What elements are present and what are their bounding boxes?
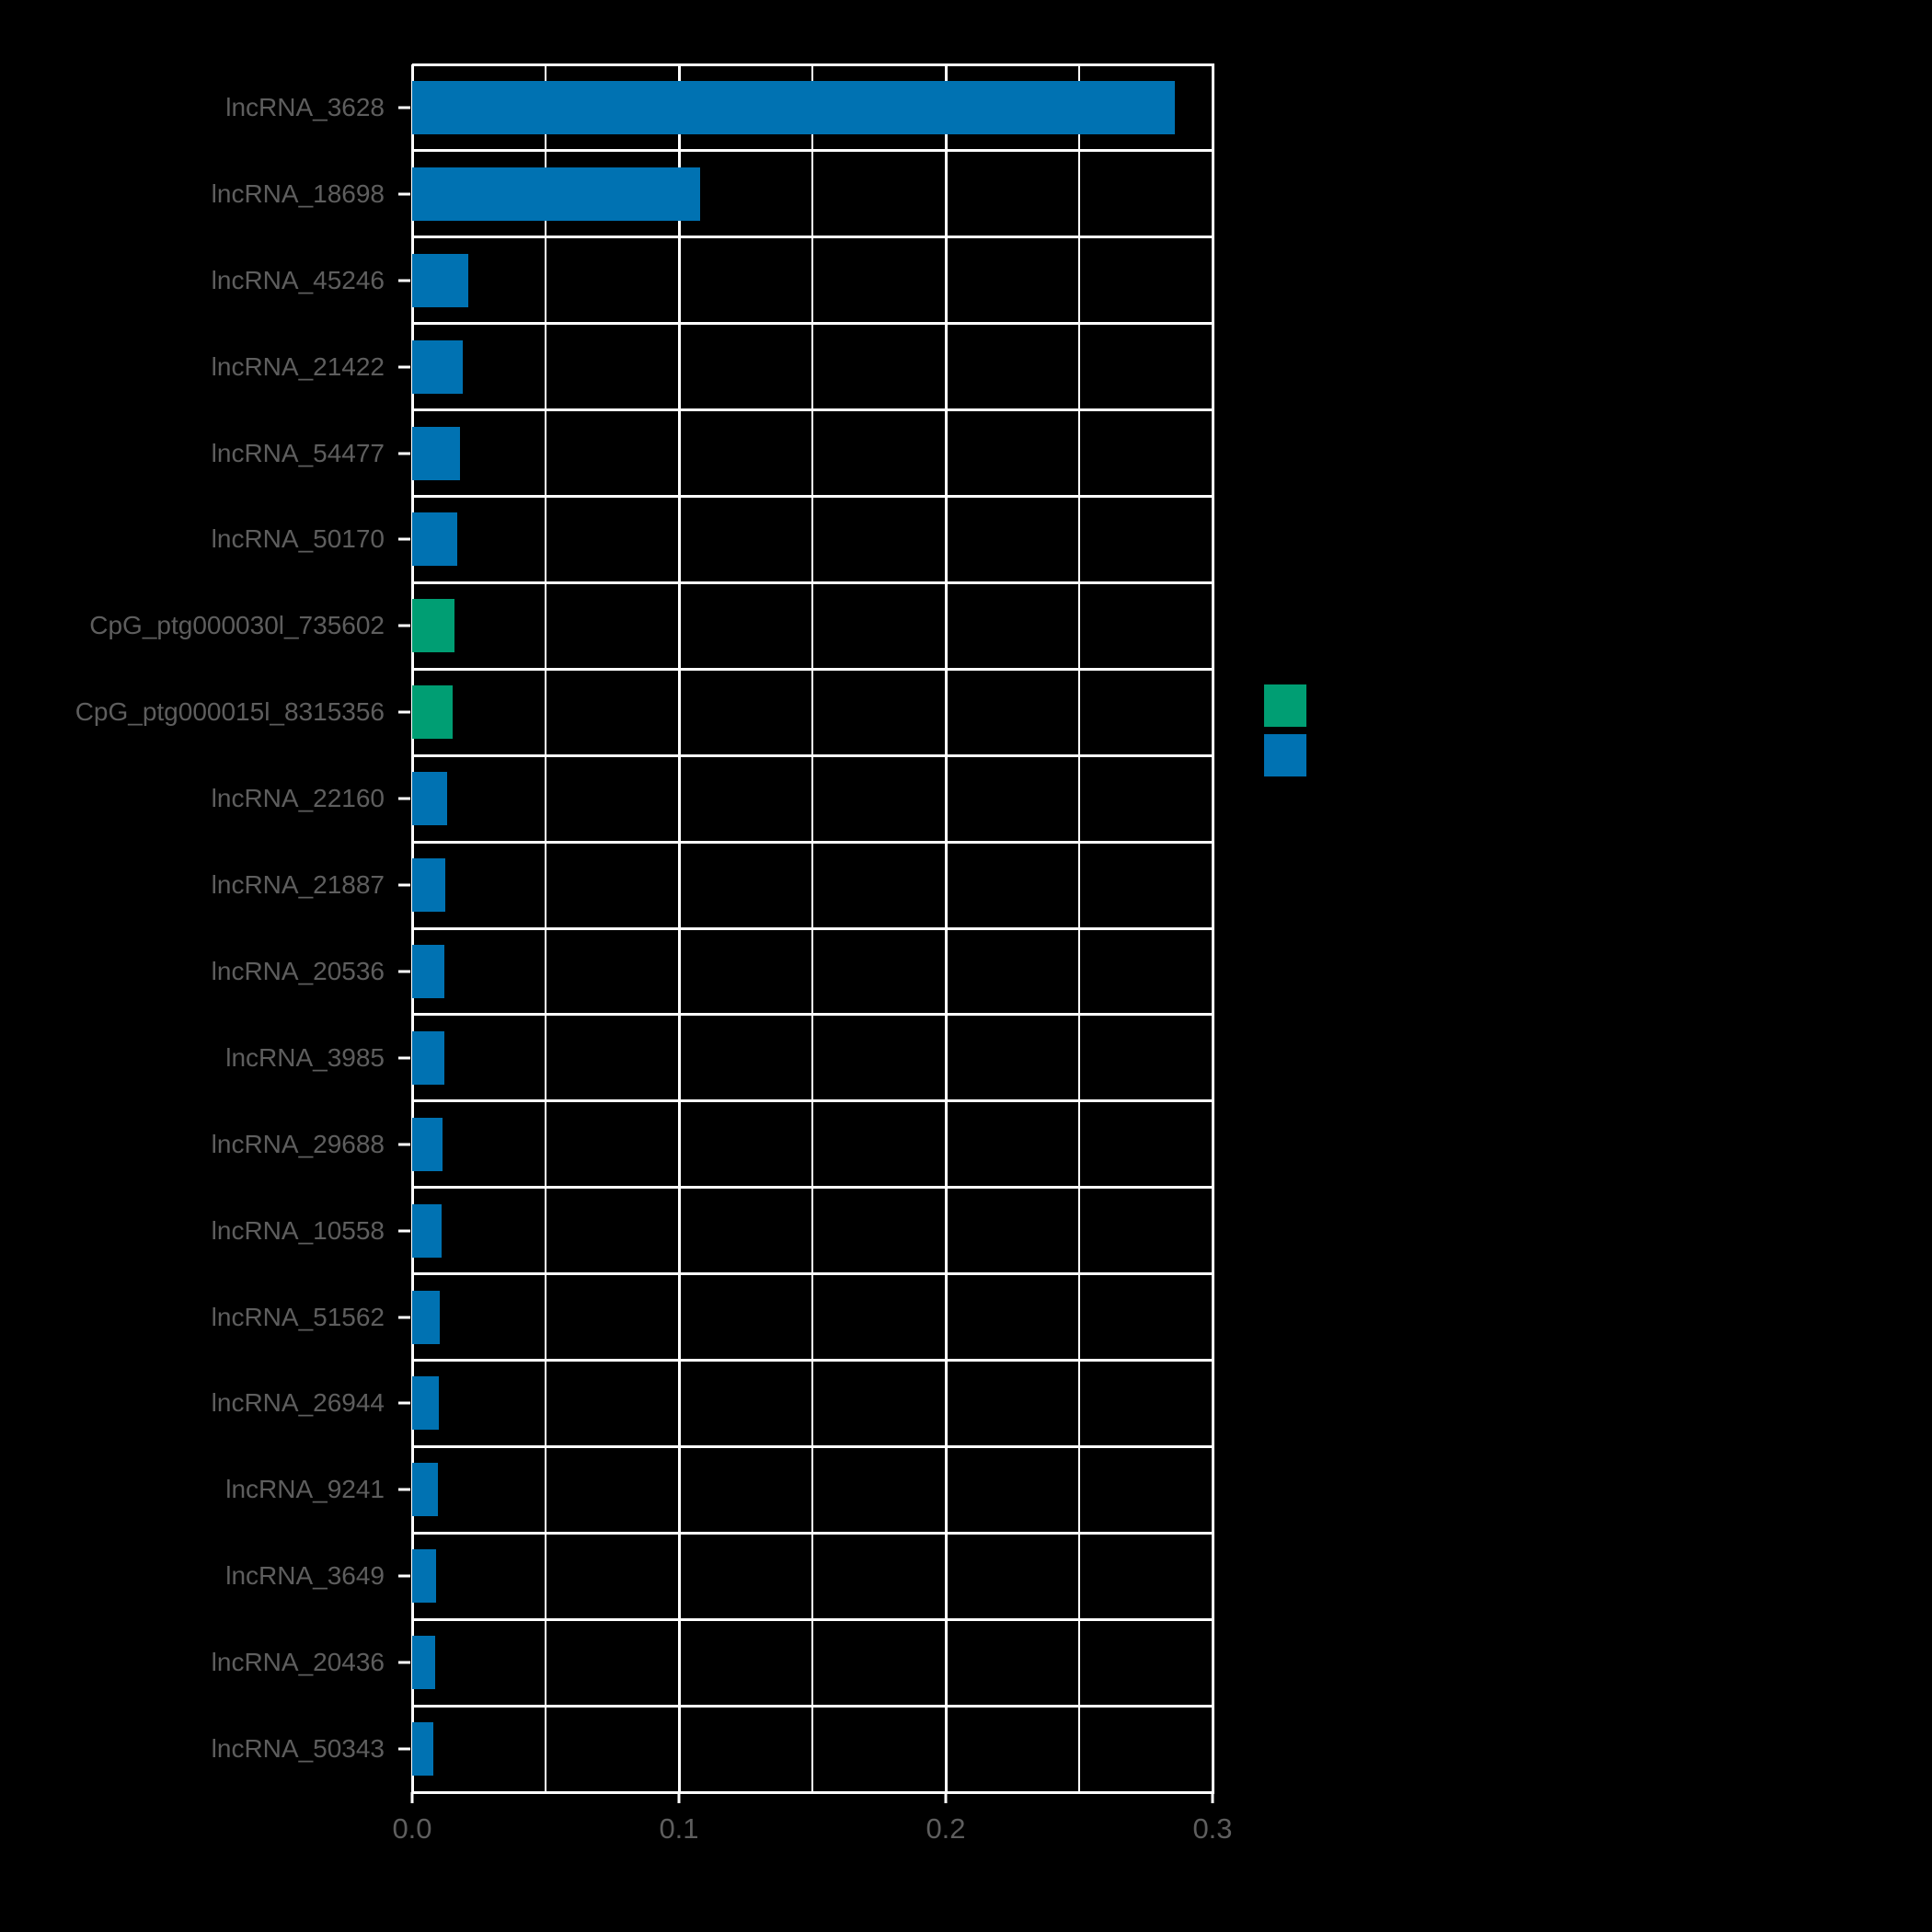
y-axis-label: lncRNA_9241 bbox=[225, 1475, 385, 1504]
y-gridline bbox=[412, 408, 1214, 412]
y-gridline bbox=[412, 753, 1214, 757]
y-axis-label: lncRNA_51562 bbox=[211, 1302, 385, 1331]
y-axis-tick bbox=[398, 1143, 410, 1146]
y-axis-label: lncRNA_54477 bbox=[211, 438, 385, 467]
y-gridline bbox=[412, 495, 1214, 498]
y-axis-tick bbox=[398, 1056, 410, 1060]
y-gridline bbox=[412, 1704, 1214, 1708]
y-gridline bbox=[412, 1531, 1214, 1535]
y-gridline bbox=[412, 1186, 1214, 1190]
y-gridline bbox=[412, 1444, 1214, 1448]
bar-CpG_ptg000015l_8315356 bbox=[412, 685, 453, 740]
y-axis-tick bbox=[398, 710, 410, 714]
y-axis-label: lncRNA_21422 bbox=[211, 351, 385, 381]
bar-lncRNA_9241 bbox=[412, 1463, 438, 1517]
y-axis-tick bbox=[398, 624, 410, 627]
x-axis-tick bbox=[1211, 1792, 1214, 1803]
x-axis-tick-label: 0.0 bbox=[392, 1812, 432, 1845]
x-axis-tick-label: 0.2 bbox=[926, 1812, 966, 1845]
x-axis: 0.0 0.1 0.2 0.3 bbox=[392, 1792, 1233, 1866]
bar-lncRNA_3985 bbox=[412, 1030, 444, 1085]
y-gridline bbox=[412, 1013, 1214, 1017]
y-axis-tick bbox=[398, 1229, 410, 1233]
bar-lncRNA_3628 bbox=[412, 80, 1176, 134]
y-axis-tick bbox=[398, 1661, 410, 1664]
bar-lncRNA_45246 bbox=[412, 253, 468, 307]
y-axis-tick bbox=[398, 1574, 410, 1578]
y-axis-tick bbox=[398, 1488, 410, 1491]
y-axis-label: lncRNA_3985 bbox=[225, 1042, 385, 1072]
y-axis-tick bbox=[398, 537, 410, 541]
y-gridline bbox=[412, 322, 1214, 326]
y-axis-tick bbox=[398, 970, 410, 973]
legend-swatch-cpg bbox=[1264, 684, 1306, 727]
y-gridline bbox=[412, 581, 1214, 584]
y-gridline bbox=[412, 63, 1214, 66]
y-axis-label: lncRNA_20536 bbox=[211, 956, 385, 985]
y-gridline bbox=[412, 840, 1214, 844]
y-axis-label: lncRNA_10558 bbox=[211, 1215, 385, 1245]
bar-lncRNA_20536 bbox=[412, 944, 444, 998]
y-axis-label: CpG_ptg000015l_8315356 bbox=[75, 697, 385, 727]
y-gridline bbox=[412, 1617, 1214, 1621]
y-axis-tick bbox=[398, 279, 410, 282]
y-axis-tick bbox=[398, 106, 410, 109]
x-axis-tick-label: 0.1 bbox=[659, 1812, 699, 1845]
y-axis-label: lncRNA_22160 bbox=[211, 784, 385, 813]
y-gridline bbox=[412, 926, 1214, 930]
bar-lncRNA_51562 bbox=[412, 1290, 441, 1344]
y-axis-label: lncRNA_21887 bbox=[211, 870, 385, 900]
y-gridline bbox=[412, 1359, 1214, 1362]
y-axis-label: lncRNA_29688 bbox=[211, 1129, 385, 1158]
legend-swatch-lncrna bbox=[1264, 734, 1306, 776]
y-axis-label: lncRNA_3628 bbox=[225, 92, 385, 121]
y-axis-label: lncRNA_45246 bbox=[211, 265, 385, 294]
bar-lncRNA_20436 bbox=[412, 1636, 435, 1690]
y-axis-tick bbox=[398, 1401, 410, 1405]
y-gridline bbox=[412, 149, 1214, 153]
y-axis-label: lncRNA_50170 bbox=[211, 524, 385, 554]
bar-lncRNA_22160 bbox=[412, 772, 447, 826]
y-axis-label: CpG_ptg000030l_735602 bbox=[89, 611, 385, 640]
y-axis-tick bbox=[398, 365, 410, 369]
y-gridline bbox=[412, 1790, 1214, 1794]
bar-lncRNA_26944 bbox=[412, 1376, 439, 1431]
y-axis-labels: lncRNA_3628 lncRNA_18698 lncRNA_45246 lncRN… bbox=[0, 64, 412, 1792]
y-axis-label: lncRNA_26944 bbox=[211, 1388, 385, 1418]
bar-lncRNA_18698 bbox=[412, 167, 701, 221]
y-gridline bbox=[412, 1099, 1214, 1103]
bar-lncRNA_21887 bbox=[412, 858, 446, 913]
y-axis-label: lncRNA_18698 bbox=[211, 178, 385, 208]
bar-lncRNA_54477 bbox=[412, 426, 461, 480]
x-axis-tick-label: 0.3 bbox=[1192, 1812, 1233, 1845]
y-axis-label: lncRNA_3649 bbox=[225, 1561, 385, 1591]
bar-lncRNA_29688 bbox=[412, 1117, 443, 1171]
y-axis-tick bbox=[398, 452, 410, 455]
y-axis-tick bbox=[398, 883, 410, 887]
y-axis-label: lncRNA_20436 bbox=[211, 1648, 385, 1677]
plot-panel bbox=[410, 63, 1214, 1794]
y-axis-tick bbox=[398, 1316, 410, 1319]
y-axis-tick bbox=[398, 192, 410, 196]
bar-lncRNA_50170 bbox=[412, 512, 458, 567]
y-gridline bbox=[412, 1272, 1214, 1276]
y-gridline bbox=[412, 236, 1214, 239]
bar-lncRNA_10558 bbox=[412, 1203, 442, 1258]
y-gridline bbox=[412, 667, 1214, 671]
bar-lncRNA_50343 bbox=[412, 1722, 434, 1777]
x-axis-tick bbox=[410, 1792, 414, 1803]
y-axis-tick bbox=[398, 797, 410, 800]
bar-lncRNA_3649 bbox=[412, 1549, 437, 1604]
legend bbox=[1264, 684, 1306, 776]
x-axis-tick bbox=[944, 1792, 948, 1803]
y-axis-label: lncRNA_50343 bbox=[211, 1734, 385, 1764]
y-axis-tick bbox=[398, 1747, 410, 1751]
bar-CpG_ptg000030l_735602 bbox=[412, 599, 455, 653]
x-axis-tick bbox=[677, 1792, 681, 1803]
bar-lncRNA_21422 bbox=[412, 339, 464, 394]
